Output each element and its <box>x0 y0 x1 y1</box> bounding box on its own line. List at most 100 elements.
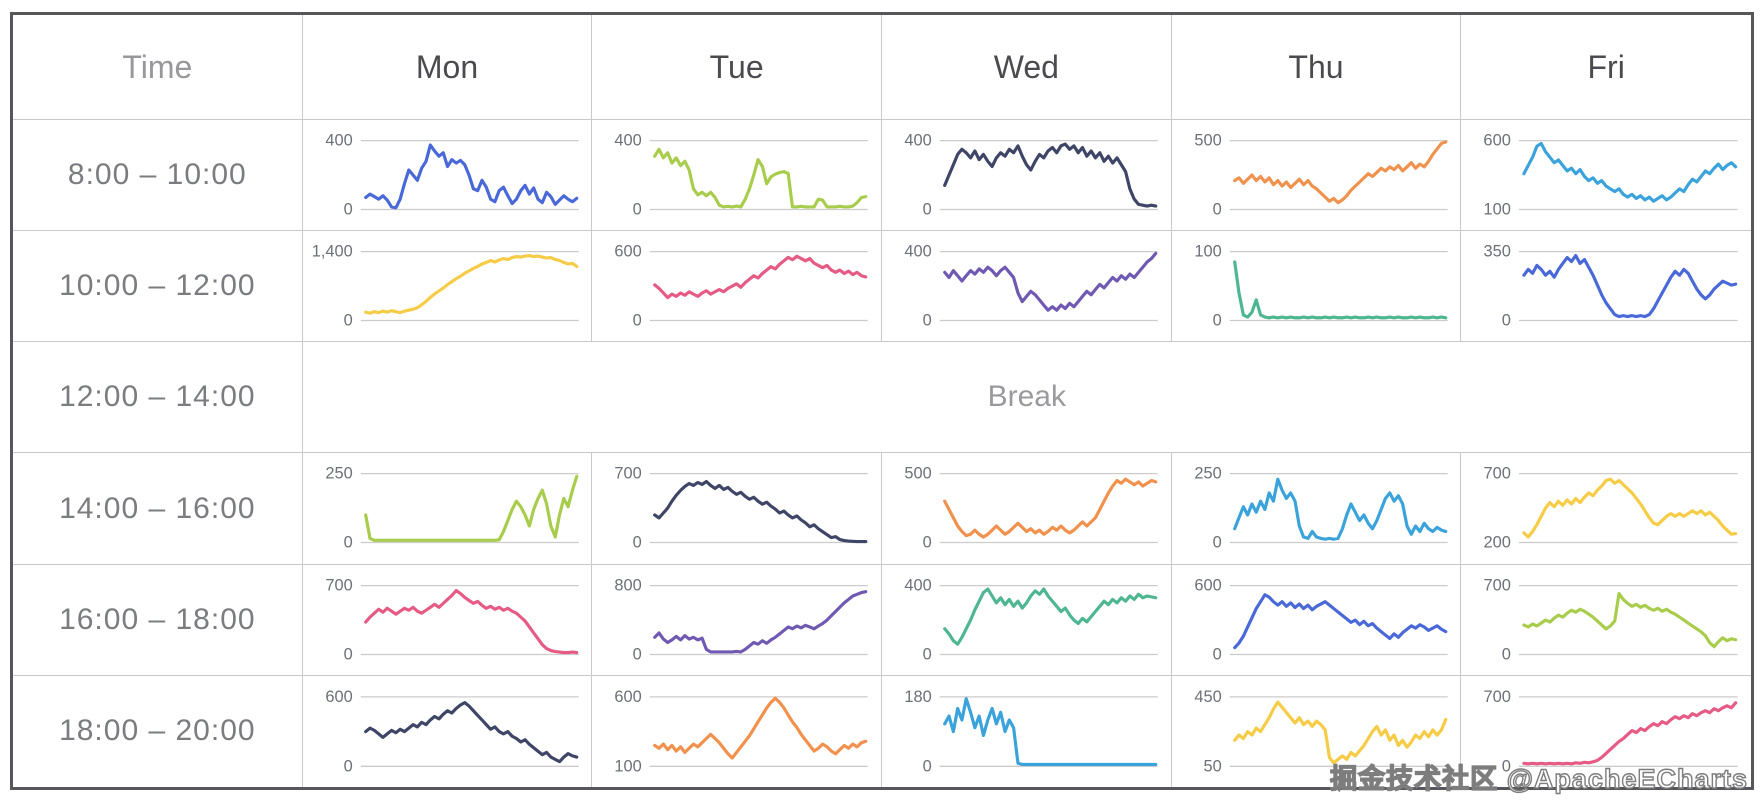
y-max-label: 800 <box>615 576 642 594</box>
sparkline-path <box>653 480 868 544</box>
y-max-label: 350 <box>1484 243 1511 261</box>
y-min-label: 0 <box>923 645 932 663</box>
sparkline-svg-tue-slot6[interactable]: 600 100 <box>592 676 881 787</box>
sparkline-cell-mon-slot2[interactable]: 1,400 0 <box>302 231 593 343</box>
sparkline-cell-wed-slot4[interactable]: 500 0 <box>881 453 1172 565</box>
header-wed: Wed <box>881 15 1172 120</box>
sparkline-cell-mon-slot1[interactable]: 400 0 <box>302 120 593 232</box>
sparkline-path <box>1522 254 1738 319</box>
time-slot-label-5: 16:00 – 18:00 <box>13 564 303 676</box>
sparkline-cell-mon-slot6[interactable]: 600 0 <box>303 675 593 787</box>
header-tue: Tue <box>592 15 882 120</box>
y-max-label: 700 <box>325 576 352 594</box>
sparkline-cell-thu-slot5[interactable]: 600 0 <box>1171 564 1462 676</box>
sparkline-svg-mon-slot5[interactable]: 700 0 <box>303 565 592 675</box>
sparkline-svg-tue-slot4[interactable]: 700 0 <box>592 453 881 563</box>
sparkline-cell-tue-slot6[interactable]: 600 100 <box>592 675 882 787</box>
sparkline-svg-fri-slot4[interactable]: 700 200 <box>1461 453 1751 563</box>
sparkline-path <box>1232 478 1447 542</box>
y-max-label: 600 <box>1194 576 1221 594</box>
y-min-label: 0 <box>633 645 642 663</box>
header-fri: Fri <box>1461 15 1751 120</box>
sparkline-cell-mon-slot5[interactable]: 700 0 <box>302 564 593 676</box>
sparkline-cell-tue-slot2[interactable]: 600 0 <box>592 231 882 343</box>
y-max-label: 250 <box>1194 465 1221 483</box>
sparkline-cell-tue-slot1[interactable]: 400 0 <box>592 120 882 232</box>
sparkline-path <box>1232 700 1447 765</box>
y-min-label: 0 <box>343 645 352 663</box>
sparkline-svg-fri-slot5[interactable]: 700 0 <box>1461 565 1751 675</box>
y-min-label: 0 <box>923 757 932 775</box>
sparkline-svg-thu-slot1[interactable]: 500 0 <box>1172 120 1461 230</box>
sparkline-svg-tue-slot5[interactable]: 800 0 <box>592 565 881 675</box>
sparkline-svg-wed-slot2[interactable]: 400 0 <box>882 231 1171 341</box>
sparkline-path <box>1232 140 1447 205</box>
sparkline-cell-wed-slot1[interactable]: 400 0 <box>881 120 1172 232</box>
sparkline-svg-wed-slot1[interactable]: 400 0 <box>882 120 1171 230</box>
sparkline-svg-wed-slot4[interactable]: 500 0 <box>882 453 1171 563</box>
y-max-label: 1,400 <box>311 243 352 261</box>
sparkline-cell-thu-slot6[interactable]: 450 50 <box>1172 675 1462 787</box>
y-max-label: 600 <box>615 688 642 706</box>
sparkline-cell-fri-slot5[interactable]: 700 0 <box>1461 565 1751 676</box>
sparkline-path <box>363 254 578 315</box>
time-slot-label-2: 10:00 – 12:00 <box>13 231 303 343</box>
sparkline-svg-mon-slot4[interactable]: 250 0 <box>303 453 592 563</box>
y-min-label: 0 <box>923 534 932 552</box>
y-min-label: 0 <box>923 201 932 219</box>
y-max-label: 400 <box>904 243 931 261</box>
sparkline-cell-fri-slot4[interactable]: 700 200 <box>1461 453 1751 565</box>
y-max-label: 250 <box>325 465 352 483</box>
sparkline-cell-fri-slot6[interactable]: 700 0 <box>1461 676 1751 787</box>
time-slot-label-3: 12:00 – 14:00 <box>13 342 303 454</box>
sparkline-cell-mon-slot4[interactable]: 250 0 <box>302 453 593 565</box>
sparkline-svg-thu-slot5[interactable]: 600 0 <box>1172 565 1461 675</box>
y-min-label: 0 <box>923 312 932 330</box>
sparkline-svg-fri-slot6[interactable]: 700 0 <box>1461 676 1751 787</box>
sparkline-path <box>943 142 1158 208</box>
y-min-label: 0 <box>1502 645 1511 663</box>
sparkline-svg-thu-slot2[interactable]: 100 0 <box>1172 231 1461 341</box>
sparkline-cell-thu-slot4[interactable]: 250 0 <box>1171 453 1462 565</box>
sparkline-path <box>653 147 868 209</box>
y-max-label: 700 <box>615 465 642 483</box>
sparkline-cell-wed-slot5[interactable]: 400 0 <box>881 564 1172 676</box>
sparkline-cell-fri-slot1[interactable]: 600 100 <box>1461 120 1751 232</box>
y-max-label: 400 <box>325 132 352 150</box>
sparkline-path <box>1232 260 1447 320</box>
sparkline-svg-wed-slot5[interactable]: 400 0 <box>882 565 1171 675</box>
sparkline-cell-tue-slot4[interactable]: 700 0 <box>592 453 882 565</box>
sparkline-svg-thu-slot6[interactable]: 450 50 <box>1172 676 1461 787</box>
sparkline-svg-fri-slot1[interactable]: 600 100 <box>1461 120 1751 230</box>
sparkline-svg-fri-slot2[interactable]: 350 0 <box>1461 231 1751 341</box>
y-min-label: 200 <box>1484 534 1511 552</box>
sparkline-svg-tue-slot2[interactable]: 600 0 <box>592 231 881 341</box>
sparkline-cell-tue-slot5[interactable]: 800 0 <box>592 564 882 676</box>
sparkline-cell-thu-slot1[interactable]: 500 0 <box>1171 120 1462 232</box>
sparkline-path <box>943 696 1158 766</box>
y-max-label: 500 <box>1194 132 1221 150</box>
break-cell: Break <box>302 342 1751 454</box>
y-max-label: 700 <box>1484 576 1511 594</box>
sparkline-cell-wed-slot2[interactable]: 400 0 <box>881 231 1172 343</box>
y-min-label: 0 <box>343 757 352 775</box>
sparkline-svg-mon-slot2[interactable]: 1,400 0 <box>303 231 592 341</box>
sparkline-path <box>1522 701 1738 766</box>
y-max-label: 600 <box>1484 132 1511 150</box>
sparkline-cell-thu-slot2[interactable]: 100 0 <box>1171 231 1462 343</box>
sparkline-svg-tue-slot1[interactable]: 400 0 <box>592 120 881 230</box>
sparkline-path <box>1522 591 1738 648</box>
sparkline-path <box>653 589 868 654</box>
sparkline-cell-fri-slot2[interactable]: 350 0 <box>1461 231 1751 343</box>
schedule-table: Time Mon Tue Wed Thu Fri 8:00 – 10:00 400… <box>10 12 1754 790</box>
y-max-label: 400 <box>904 132 931 150</box>
y-max-label: 180 <box>904 688 931 706</box>
sparkline-svg-mon-slot6[interactable]: 600 0 <box>303 676 592 787</box>
sparkline-svg-mon-slot1[interactable]: 400 0 <box>303 120 592 230</box>
watermark-text: 掘金技术社区 @ApacheECharts <box>1329 763 1748 794</box>
time-slot-label-1: 8:00 – 10:00 <box>13 120 303 232</box>
sparkline-svg-thu-slot4[interactable]: 250 0 <box>1172 453 1461 563</box>
sparkline-path <box>943 252 1158 312</box>
sparkline-cell-wed-slot6[interactable]: 180 0 <box>882 675 1172 787</box>
